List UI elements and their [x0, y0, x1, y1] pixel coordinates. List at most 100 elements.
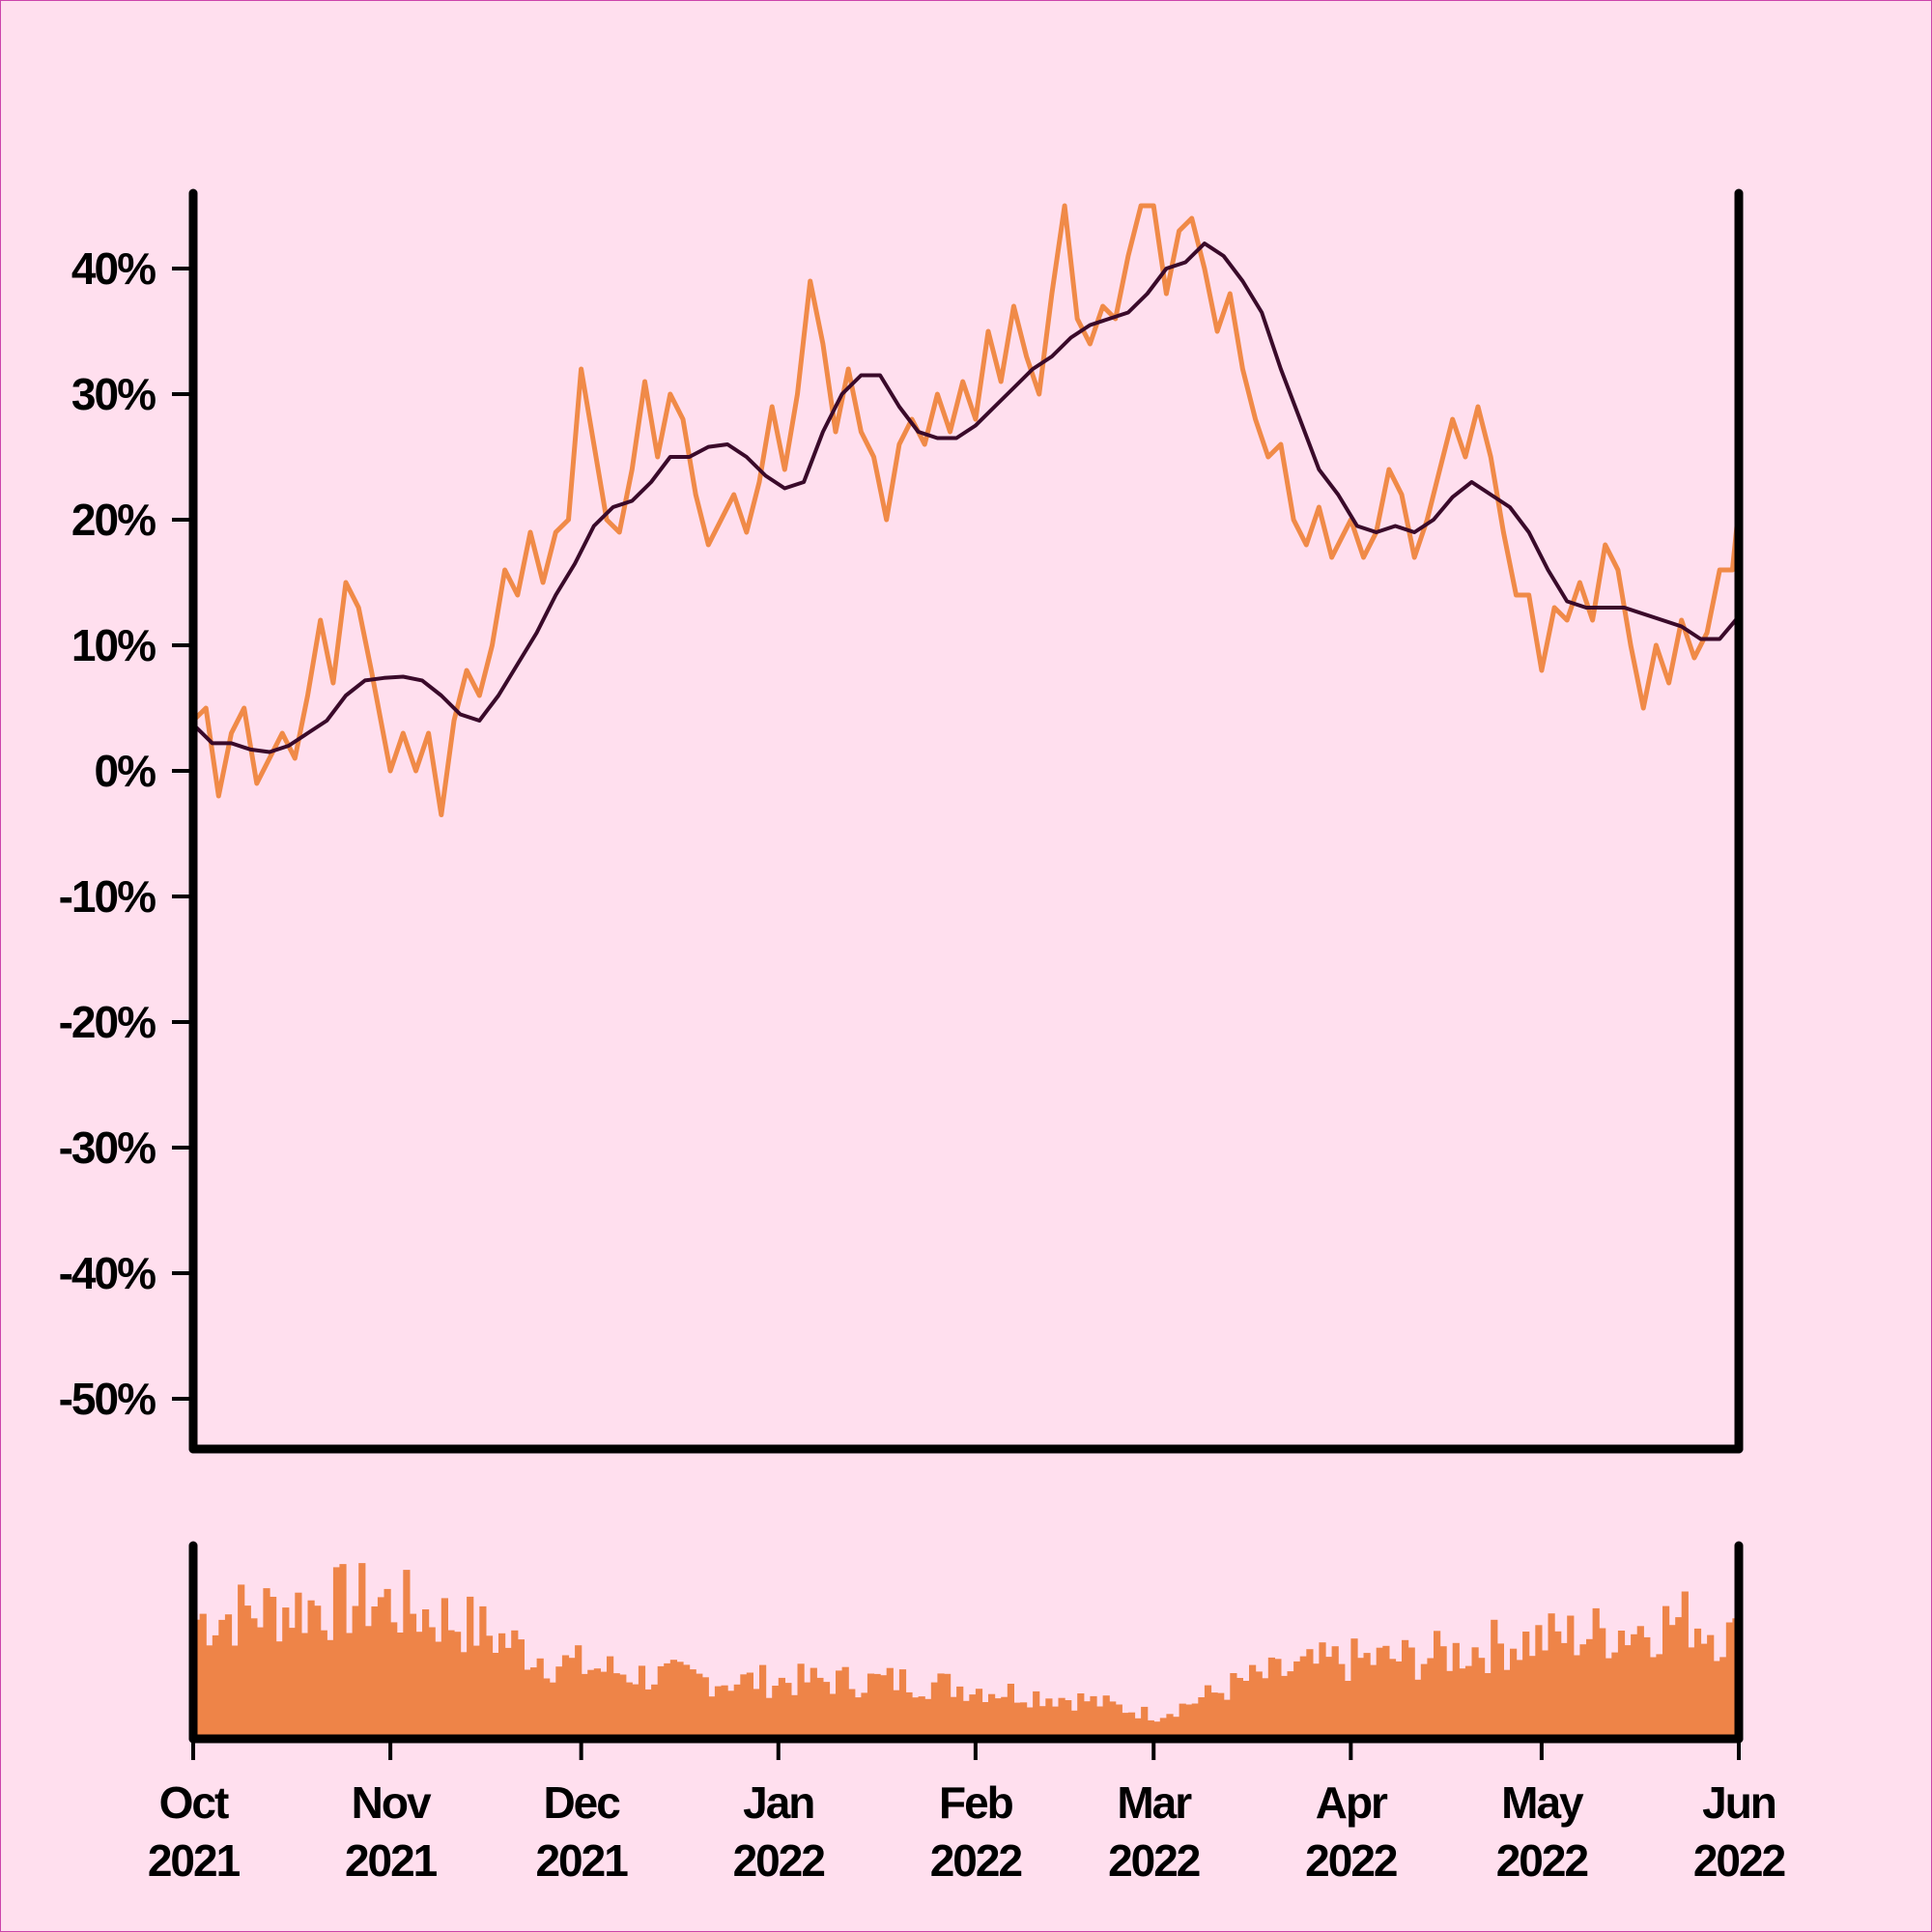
volume-bar	[1725, 1622, 1733, 1739]
volume-bar	[836, 1670, 843, 1739]
volume-bar	[861, 1692, 868, 1739]
volume-bar	[1001, 1696, 1009, 1739]
volume-bar	[657, 1665, 665, 1739]
volume-bar	[1179, 1703, 1186, 1739]
volume-bar	[479, 1605, 487, 1739]
volume-bar	[607, 1656, 614, 1739]
volume-bar	[472, 1645, 480, 1739]
y-tick-label: 20%	[71, 495, 156, 545]
volume-bar	[1198, 1697, 1206, 1739]
volume-bar	[994, 1698, 1002, 1739]
volume-bar	[256, 1627, 264, 1739]
volume-bar	[1693, 1628, 1702, 1739]
volume-bar	[1643, 1636, 1651, 1739]
volume-bar	[1631, 1634, 1638, 1739]
volume-bar	[714, 1686, 723, 1739]
y-tick-label: -10%	[59, 871, 156, 922]
volume-bar	[790, 1694, 799, 1739]
volume-bar	[1407, 1647, 1415, 1739]
volume-bar	[555, 1666, 563, 1739]
volume-bar	[1007, 1684, 1014, 1739]
volume-bar	[1096, 1706, 1104, 1739]
volume-bar	[396, 1633, 404, 1739]
volume-bar	[492, 1653, 499, 1739]
y-tick-label: -40%	[59, 1248, 156, 1298]
volume-bar	[561, 1655, 570, 1739]
volume-bar	[447, 1630, 455, 1739]
volume-bar	[390, 1622, 398, 1739]
x-tick-year: 2022	[1305, 1835, 1397, 1886]
volume-bar	[1173, 1717, 1180, 1739]
volume-bar	[467, 1596, 474, 1739]
volume-bar	[346, 1633, 354, 1739]
volume-bar	[1356, 1658, 1365, 1739]
x-tick-year: 2021	[345, 1835, 438, 1886]
x-tick-year: 2022	[733, 1835, 825, 1886]
volume-bar	[1560, 1642, 1568, 1739]
volume-bar	[612, 1673, 620, 1739]
volume-bar	[1070, 1710, 1078, 1739]
volume-bar	[1159, 1718, 1167, 1739]
volume-bar	[638, 1665, 646, 1739]
volume-bar	[1649, 1657, 1657, 1739]
volume-bar	[1624, 1645, 1632, 1739]
volume-bar	[1242, 1681, 1250, 1739]
volume-bar	[898, 1669, 907, 1739]
volume-bar	[1350, 1638, 1358, 1739]
volume-bar	[644, 1689, 652, 1739]
volume-bar	[1020, 1702, 1028, 1739]
volume-bar	[1535, 1625, 1543, 1739]
x-tick-month: Dec	[543, 1777, 620, 1828]
x-tick-month: Mar	[1117, 1777, 1192, 1828]
volume-bar	[772, 1686, 780, 1739]
volume-bar	[1319, 1642, 1326, 1739]
volume-bar	[1402, 1639, 1409, 1739]
volume-bar	[212, 1634, 219, 1739]
volume-bar	[797, 1663, 805, 1739]
volume-bar	[485, 1635, 494, 1739]
volume-bar	[1338, 1663, 1346, 1739]
volume-bar	[1491, 1619, 1498, 1739]
volume-bar	[1573, 1655, 1580, 1739]
volume-bar	[454, 1632, 462, 1739]
volume-bar	[1217, 1692, 1225, 1739]
volume-bar	[593, 1668, 601, 1739]
volume-bar	[384, 1588, 391, 1739]
volume-bar	[371, 1606, 379, 1739]
x-tick-month: May	[1501, 1777, 1584, 1828]
volume-bar	[912, 1697, 920, 1739]
volume-bar	[1344, 1681, 1351, 1739]
volume-bar	[1191, 1703, 1199, 1739]
volume-bar	[759, 1664, 767, 1739]
volume-bar	[1510, 1648, 1518, 1739]
volume-bar	[981, 1702, 989, 1739]
volume-bar	[969, 1694, 977, 1739]
volume-bar	[1522, 1632, 1530, 1739]
volume-bar	[206, 1645, 213, 1739]
volume-bar	[1434, 1631, 1441, 1739]
volume-bar	[1083, 1701, 1091, 1739]
volume-bar	[765, 1697, 773, 1739]
volume-bar	[282, 1607, 290, 1739]
volume-bar	[733, 1684, 741, 1739]
volume-bar	[1636, 1626, 1644, 1739]
volume-bar	[893, 1690, 900, 1739]
volume-bar	[307, 1600, 315, 1739]
volume-bar	[1662, 1605, 1670, 1739]
volume-bar	[1065, 1700, 1072, 1739]
volume-bar	[1325, 1657, 1333, 1739]
volume-bar	[753, 1689, 760, 1739]
volume-bar	[1503, 1669, 1511, 1739]
volume-bar	[332, 1567, 341, 1739]
y-tick-label: 30%	[71, 369, 156, 419]
volume-bar	[224, 1614, 233, 1739]
volume-bar	[1446, 1670, 1454, 1739]
volume-bar	[625, 1682, 633, 1739]
volume-bar	[1122, 1713, 1129, 1739]
volume-bar	[746, 1672, 753, 1739]
volume-bar	[962, 1700, 970, 1739]
volume-bar	[1153, 1721, 1161, 1739]
volume-bar	[1223, 1699, 1231, 1739]
volume-bar	[1210, 1692, 1218, 1739]
